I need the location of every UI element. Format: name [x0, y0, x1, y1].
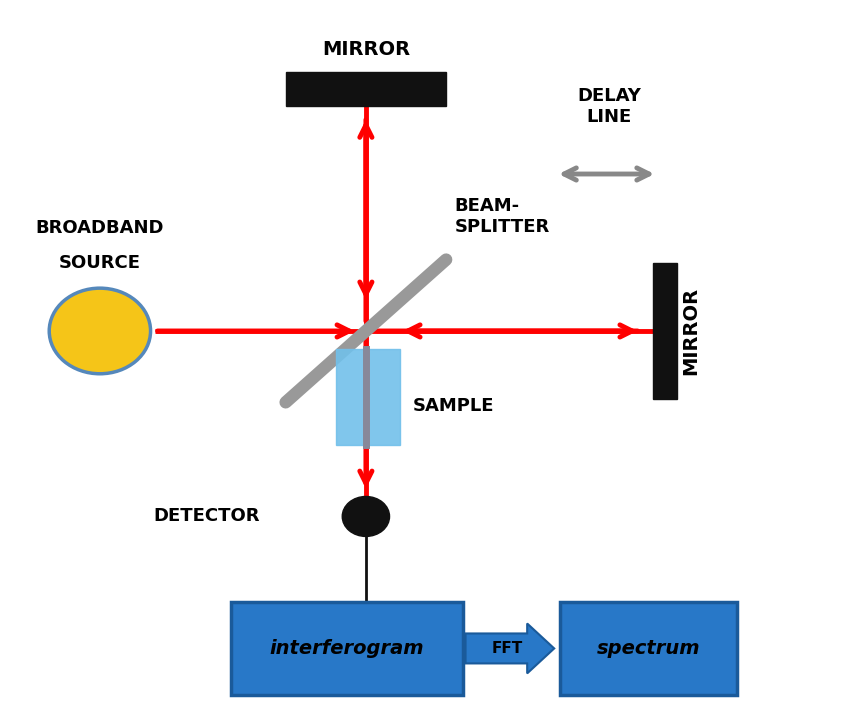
Text: interferogram: interferogram — [269, 639, 424, 658]
Text: BEAM-
SPLITTER: BEAM- SPLITTER — [455, 198, 550, 237]
Text: DELAY
LINE: DELAY LINE — [577, 87, 641, 126]
Text: BROADBAND: BROADBAND — [36, 219, 164, 237]
Text: MIRROR: MIRROR — [322, 40, 410, 59]
FancyBboxPatch shape — [653, 263, 677, 399]
Text: SOURCE: SOURCE — [59, 255, 141, 273]
Text: DETECTOR: DETECTOR — [154, 508, 260, 526]
FancyBboxPatch shape — [337, 349, 400, 445]
FancyBboxPatch shape — [231, 602, 463, 695]
Text: spectrum: spectrum — [597, 639, 700, 658]
Circle shape — [343, 497, 389, 536]
Text: FFT: FFT — [491, 641, 523, 656]
Text: SAMPLE: SAMPLE — [412, 397, 494, 415]
FancyBboxPatch shape — [286, 72, 446, 106]
Text: MIRROR: MIRROR — [682, 287, 700, 375]
FancyBboxPatch shape — [560, 602, 738, 695]
Circle shape — [49, 288, 150, 374]
FancyArrow shape — [466, 623, 554, 674]
